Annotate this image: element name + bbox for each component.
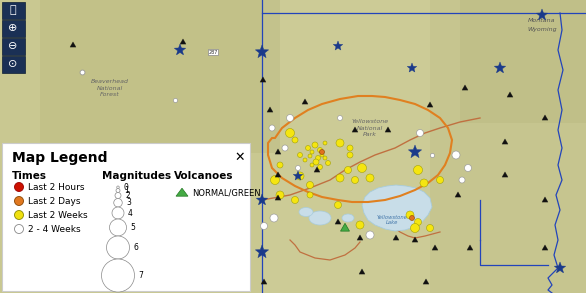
Ellipse shape	[299, 207, 313, 217]
FancyBboxPatch shape	[2, 38, 25, 54]
Circle shape	[269, 125, 275, 131]
Circle shape	[312, 142, 318, 148]
Circle shape	[292, 137, 298, 143]
Polygon shape	[407, 63, 417, 72]
Circle shape	[112, 207, 124, 219]
Text: Yellowstone
Lake: Yellowstone Lake	[376, 214, 407, 225]
Polygon shape	[502, 139, 508, 144]
Polygon shape	[542, 197, 548, 202]
Circle shape	[115, 193, 121, 198]
Polygon shape	[357, 235, 363, 240]
Circle shape	[338, 115, 342, 120]
Polygon shape	[293, 171, 303, 180]
Circle shape	[305, 146, 311, 151]
Circle shape	[107, 236, 130, 259]
Polygon shape	[174, 44, 186, 55]
Circle shape	[116, 188, 120, 193]
Text: ⊙: ⊙	[8, 59, 18, 69]
Polygon shape	[467, 245, 473, 250]
Circle shape	[406, 211, 414, 219]
Text: ⊕: ⊕	[8, 23, 18, 33]
Text: Last 2 Days: Last 2 Days	[28, 197, 80, 205]
Circle shape	[296, 172, 304, 180]
Circle shape	[282, 145, 288, 151]
Text: 5: 5	[131, 223, 135, 232]
Polygon shape	[542, 115, 548, 120]
Circle shape	[357, 163, 366, 173]
FancyBboxPatch shape	[0, 0, 262, 293]
Circle shape	[15, 210, 23, 219]
Text: NORMAL/GREEN: NORMAL/GREEN	[192, 188, 261, 197]
Polygon shape	[255, 45, 268, 58]
Text: 6: 6	[134, 243, 138, 252]
Polygon shape	[455, 192, 461, 197]
Polygon shape	[333, 41, 343, 50]
Circle shape	[318, 164, 322, 169]
Circle shape	[452, 151, 460, 159]
Circle shape	[356, 221, 364, 229]
Text: Montana: Montana	[528, 18, 556, 23]
Circle shape	[352, 176, 359, 183]
Circle shape	[101, 259, 135, 292]
FancyBboxPatch shape	[430, 0, 586, 293]
Circle shape	[420, 179, 428, 187]
Polygon shape	[462, 85, 468, 90]
Text: 3: 3	[126, 198, 131, 207]
Text: 0: 0	[123, 183, 128, 192]
Polygon shape	[507, 92, 513, 97]
Text: Yellowstone
National
Park: Yellowstone National Park	[352, 119, 389, 137]
Circle shape	[315, 156, 321, 161]
Circle shape	[336, 139, 344, 147]
Polygon shape	[502, 172, 508, 177]
Circle shape	[15, 183, 23, 192]
Polygon shape	[408, 145, 422, 158]
Polygon shape	[393, 235, 399, 240]
Polygon shape	[255, 245, 268, 258]
Circle shape	[261, 222, 267, 229]
Circle shape	[345, 166, 352, 173]
Circle shape	[319, 149, 325, 154]
Text: Map Legend: Map Legend	[12, 151, 107, 165]
Text: Beaverhead
National
Forest: Beaverhead National Forest	[91, 79, 129, 97]
Circle shape	[110, 219, 127, 236]
Polygon shape	[423, 279, 429, 284]
Circle shape	[437, 176, 444, 183]
Circle shape	[298, 152, 302, 158]
Ellipse shape	[309, 211, 331, 225]
FancyBboxPatch shape	[2, 20, 25, 37]
FancyBboxPatch shape	[2, 143, 250, 291]
Circle shape	[323, 156, 327, 160]
Polygon shape	[359, 269, 365, 274]
Circle shape	[308, 154, 312, 158]
Circle shape	[325, 161, 331, 166]
Polygon shape	[362, 185, 432, 231]
Polygon shape	[275, 172, 281, 177]
Polygon shape	[542, 245, 548, 250]
Circle shape	[323, 141, 327, 145]
Polygon shape	[260, 77, 266, 82]
Text: Wyoming: Wyoming	[527, 28, 557, 33]
Polygon shape	[427, 102, 433, 107]
Polygon shape	[495, 62, 506, 73]
Text: Magnitudes: Magnitudes	[102, 171, 171, 181]
Polygon shape	[256, 194, 268, 205]
Polygon shape	[70, 42, 76, 47]
Circle shape	[411, 224, 420, 233]
Circle shape	[303, 158, 307, 162]
Polygon shape	[314, 167, 320, 172]
Text: 2 - 4 Weeks: 2 - 4 Weeks	[28, 224, 81, 234]
Circle shape	[320, 153, 324, 157]
Polygon shape	[335, 219, 341, 224]
Text: Times: Times	[12, 171, 47, 181]
Text: 4: 4	[128, 209, 133, 217]
Text: ⊖: ⊖	[8, 41, 18, 51]
Polygon shape	[180, 39, 186, 44]
Circle shape	[335, 202, 342, 209]
Circle shape	[313, 159, 319, 165]
Circle shape	[318, 147, 322, 152]
Circle shape	[277, 162, 283, 168]
Polygon shape	[340, 223, 349, 231]
Circle shape	[414, 166, 423, 175]
Circle shape	[276, 191, 284, 199]
